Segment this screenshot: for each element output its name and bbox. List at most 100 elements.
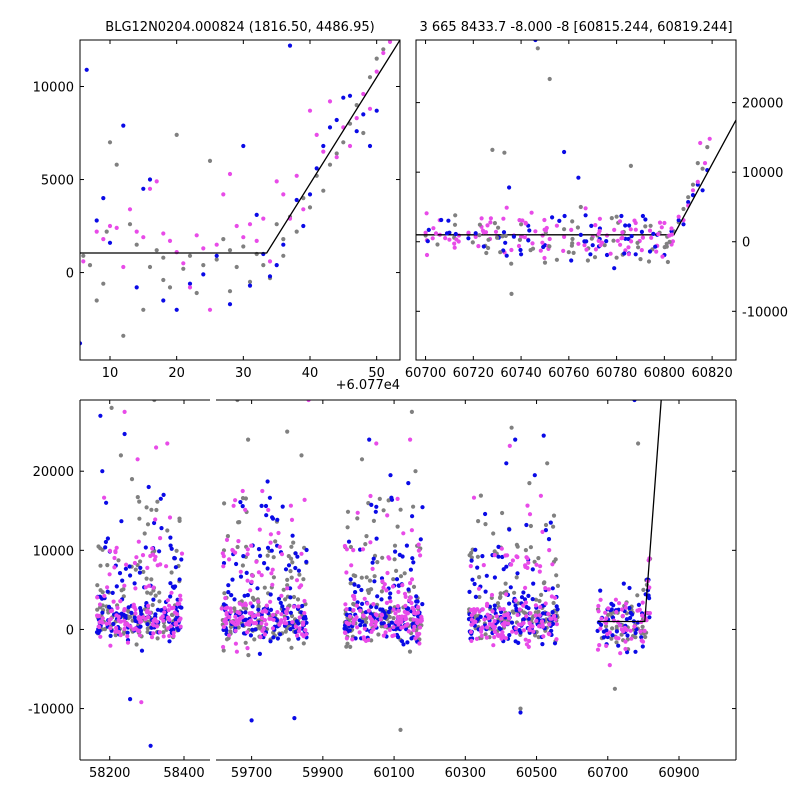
magenta-point <box>618 242 623 247</box>
blue-point <box>295 554 300 559</box>
magenta-point <box>134 555 139 560</box>
magenta-point <box>509 562 514 567</box>
gray-point <box>240 563 245 568</box>
gray-point <box>511 610 516 615</box>
gray-point <box>214 257 219 262</box>
magenta-point <box>707 136 712 141</box>
blue-point <box>121 123 126 128</box>
blue-point <box>287 43 293 48</box>
magenta-point <box>374 69 379 74</box>
blue-point <box>513 603 518 608</box>
magenta-point <box>521 620 526 626</box>
blue-point <box>296 621 301 626</box>
magenta-point <box>245 646 250 651</box>
gray-point <box>516 601 521 606</box>
y-tick-label: 20000 <box>33 465 74 480</box>
blue-point <box>288 586 293 591</box>
blue-point <box>527 228 532 233</box>
magenta-point <box>151 585 156 590</box>
magenta-point <box>418 553 423 558</box>
gray-point <box>118 453 123 458</box>
blue-point <box>526 238 531 243</box>
magenta-point <box>392 633 397 638</box>
gray-point <box>222 591 227 596</box>
magenta-point <box>158 562 163 567</box>
gray-point <box>147 264 153 270</box>
magenta-point <box>116 614 121 619</box>
blue-point <box>362 623 367 628</box>
magenta-point <box>400 583 405 588</box>
blue-point <box>518 247 523 253</box>
blue-point <box>555 607 560 612</box>
magenta-point <box>373 619 379 625</box>
blue-point <box>105 589 110 594</box>
x-offset-label: +6.077e4 <box>336 378 400 393</box>
magenta-point <box>381 633 386 638</box>
blue-point <box>321 143 326 149</box>
magenta-point <box>246 622 251 627</box>
magenta-point <box>676 214 681 219</box>
gray-point <box>528 545 534 550</box>
blue-point <box>604 239 609 244</box>
magenta-point <box>162 605 167 611</box>
magenta-point <box>299 551 304 556</box>
blue-point <box>201 272 206 277</box>
magenta-point <box>141 235 146 240</box>
magenta-point <box>107 621 112 626</box>
magenta-point <box>513 598 518 603</box>
blue-point <box>100 610 105 615</box>
blue-point <box>255 586 260 591</box>
blue-point <box>80 341 83 346</box>
magenta-point <box>122 583 127 588</box>
magenta-point <box>247 611 252 616</box>
magenta-point <box>626 245 631 250</box>
gray-point <box>380 555 385 560</box>
blue-point <box>347 607 352 612</box>
gray-point <box>142 531 147 536</box>
magenta-point <box>695 179 700 184</box>
magenta-point <box>112 565 117 570</box>
gray-point <box>641 587 646 593</box>
magenta-point <box>536 624 542 629</box>
blue-point <box>516 640 521 646</box>
magenta-point <box>153 554 158 559</box>
blue-point <box>625 650 630 655</box>
gray-point <box>289 556 294 561</box>
gray-point <box>161 255 166 260</box>
gray-point <box>162 624 167 629</box>
gray-point <box>145 522 151 527</box>
magenta-point <box>227 557 232 562</box>
magenta-point <box>187 285 193 290</box>
gray-point <box>240 496 246 501</box>
top-right-panel: 3 665 8433.7 -8.000 -8 [60815.244, 60819… <box>405 20 788 381</box>
magenta-point <box>247 222 253 227</box>
gray-point <box>102 627 108 632</box>
blue-point <box>513 437 518 442</box>
blue-point <box>530 597 535 602</box>
gray-point <box>246 437 251 442</box>
gray-point <box>174 132 179 137</box>
magenta-point <box>122 409 127 414</box>
magenta-point <box>258 635 263 640</box>
gray-point <box>533 633 538 638</box>
gray-point <box>509 291 514 296</box>
magenta-point <box>403 617 408 622</box>
magenta-point <box>178 624 183 629</box>
magenta-point <box>660 254 665 259</box>
gray-point <box>364 534 369 539</box>
blue-point <box>367 143 373 149</box>
blue-point <box>372 579 377 584</box>
blue-point <box>227 302 233 307</box>
gray-point <box>551 524 556 529</box>
magenta-point <box>399 625 404 630</box>
blue-point <box>501 567 506 572</box>
gray-point <box>105 563 110 568</box>
blue-point <box>242 593 247 598</box>
magenta-point <box>231 503 236 508</box>
gray-point <box>532 559 537 564</box>
magenta-point <box>533 603 539 608</box>
top-right-axes: 60700 60720 60740 60760 60780 60800 60820 -1000… <box>405 40 788 381</box>
magenta-point <box>368 616 373 621</box>
gray-point <box>144 576 149 581</box>
magenta-point <box>253 620 259 626</box>
